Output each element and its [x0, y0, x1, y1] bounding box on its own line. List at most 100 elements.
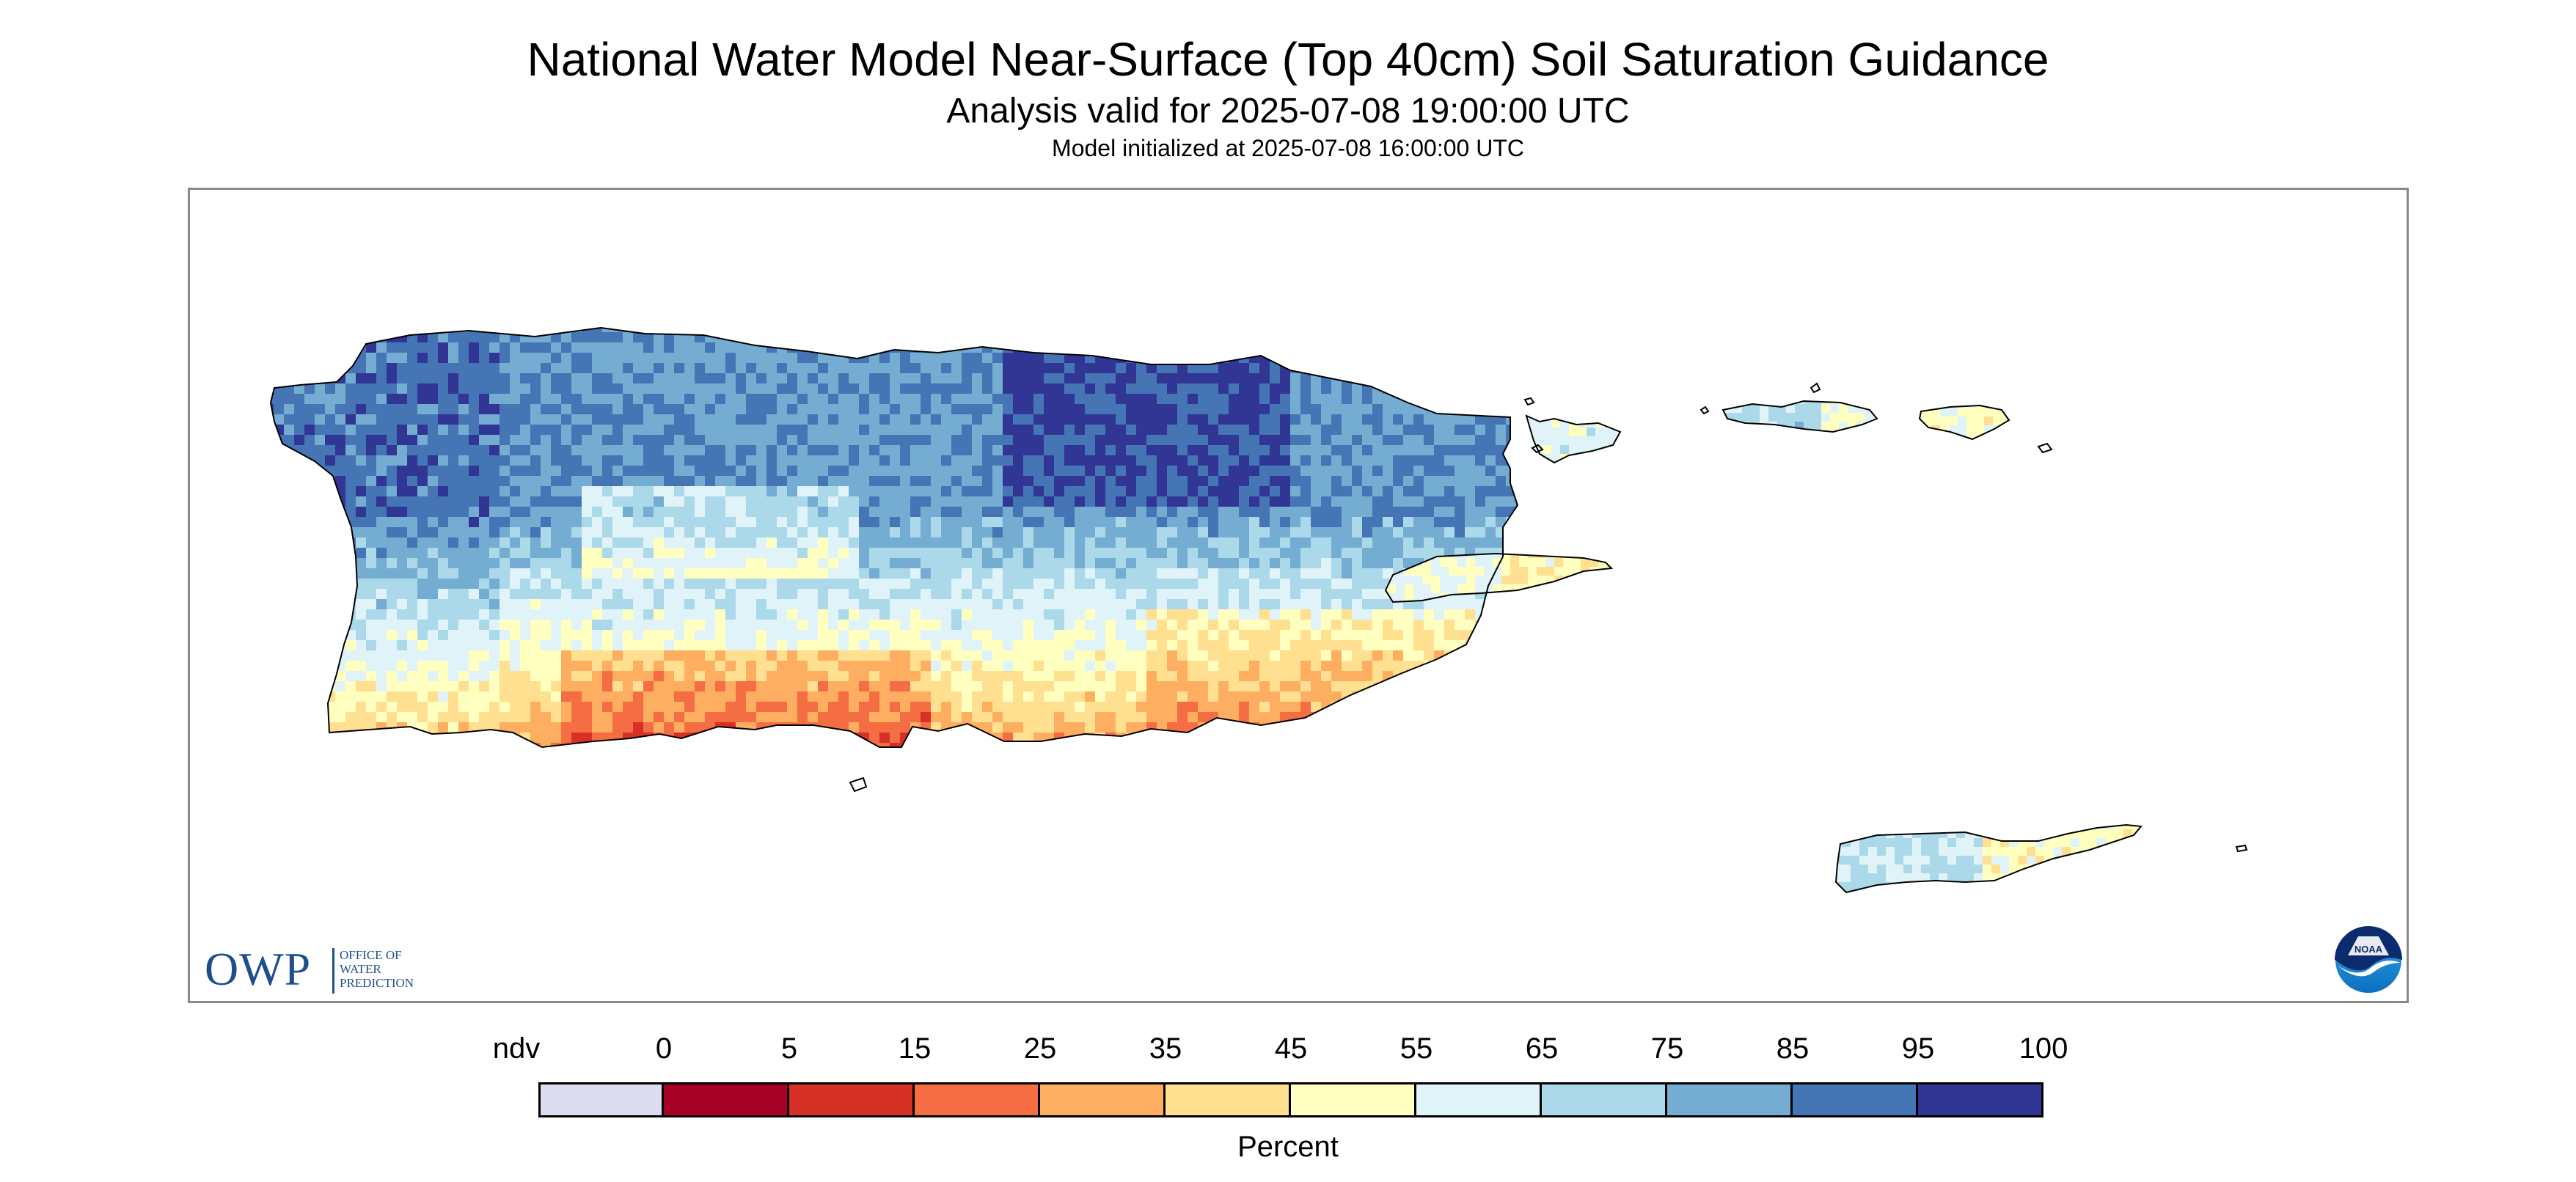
map-grid-cell: [1372, 640, 1383, 651]
map-grid-cell: [510, 620, 521, 631]
map-grid-cell: [602, 404, 613, 415]
map-grid-cell: [1044, 383, 1055, 394]
map-grid-cell: [859, 661, 870, 672]
map-grid-cell: [1270, 537, 1281, 548]
map-grid-cell: [808, 373, 819, 384]
map-grid-cell: [1105, 466, 1116, 477]
map-grid-cell: [500, 445, 511, 456]
map-grid-cell: [725, 620, 736, 631]
map-grid-cell: [1290, 589, 1301, 600]
map-grid-cell: [1516, 537, 1518, 548]
map-grid-cell: [1075, 712, 1086, 723]
map-grid-cell: [1013, 466, 1024, 477]
map-grid-cell: [1146, 599, 1157, 610]
map-grid-cell: [695, 527, 706, 538]
map-grid-cell: [458, 579, 469, 590]
map-grid-cell: [458, 733, 469, 744]
map-grid-cell: [479, 558, 490, 569]
map-grid-cell: [1362, 671, 1373, 682]
map-grid-cell: [941, 609, 952, 620]
map-grid-cell: [931, 332, 942, 343]
map-grid-cell: [1321, 671, 1332, 682]
map-grid-cell: [1434, 332, 1445, 343]
map-grid-cell: [1044, 609, 1055, 620]
map-grid-cell: [1003, 579, 1014, 590]
map-grid-cell: [1352, 589, 1363, 600]
map-grid-cell: [838, 527, 849, 538]
map-grid-cell: [725, 733, 736, 744]
map-grid-cell: [1413, 650, 1424, 661]
map-grid-cell: [1455, 476, 1466, 487]
map-grid-cell: [294, 353, 305, 364]
map-grid-cell: [962, 445, 973, 456]
map-grid-cell: [1167, 712, 1178, 723]
map-grid-cell: [1218, 558, 1229, 569]
map-grid-cell: [766, 425, 777, 436]
map-grid-cell: [458, 568, 469, 579]
map-grid-cell: [1393, 527, 1404, 538]
map-grid-cell: [1372, 722, 1383, 733]
map-grid-cell: [582, 712, 593, 723]
map-grid-cell: [1136, 517, 1147, 528]
map-grid-cell: [479, 466, 490, 477]
map-grid-cell: [1075, 328, 1086, 333]
map-grid-cell: [931, 661, 942, 672]
map-grid-cell: [695, 548, 706, 559]
map-grid-cell: [592, 383, 603, 394]
map-grid-cell: [479, 537, 490, 548]
map-grid-cell: [325, 661, 336, 672]
map-grid-cell: [1331, 435, 1342, 446]
map-grid-cell: [1280, 671, 1291, 682]
map-grid-cell: [1136, 414, 1147, 425]
map-grid-cell: [1013, 609, 1024, 620]
map-grid-cell: [962, 712, 973, 723]
map-grid-cell: [808, 404, 819, 415]
map-grid-cell: [1506, 609, 1517, 620]
map-grid-cell: [1146, 537, 1157, 548]
map-grid-cell: [808, 517, 819, 528]
map-grid-cell: [284, 425, 295, 436]
map-grid-cell: [571, 691, 582, 702]
map-grid-cell: [1095, 414, 1106, 425]
map-grid-cell: [397, 568, 408, 579]
map-grid-cell: [715, 435, 726, 446]
map-grid-cell: [1352, 394, 1363, 405]
map-grid-cell: [294, 404, 305, 415]
map-grid-cell: [1352, 702, 1363, 713]
map-grid-cell: [1136, 404, 1147, 415]
map-grid-cell: [1362, 342, 1373, 353]
map-grid-cell: [325, 363, 336, 374]
map-grid-cell: [304, 733, 315, 744]
map-grid-cell: [1485, 702, 1496, 713]
map-grid-cell: [1013, 455, 1024, 466]
map-grid-cell: [602, 425, 613, 436]
map-grid-cell: [633, 332, 644, 343]
map-grid-cell: [1259, 435, 1270, 446]
map-grid-cell: [582, 425, 593, 436]
map-grid-cell: [1434, 342, 1445, 353]
map-grid-cell: [1444, 445, 1455, 456]
map-grid-cell: [417, 671, 428, 682]
map-grid-cell: [571, 671, 582, 682]
map-grid-cell: [541, 733, 552, 744]
map-grid-cell: [951, 691, 962, 702]
map-grid-cell: [479, 445, 490, 456]
map-grid-cell: [684, 712, 695, 723]
map-grid-cell: [951, 332, 962, 343]
map-grid-cell: [674, 558, 685, 569]
map-grid-cell: [890, 589, 901, 600]
map-grid-cell: [674, 383, 685, 394]
map-grid-cell: [1105, 394, 1116, 405]
map-grid-cell: [1434, 507, 1445, 518]
map-grid-cell: [1424, 353, 1435, 364]
map-grid-cell: [1126, 517, 1137, 528]
map-grid-cell: [1270, 394, 1281, 405]
map-grid-cell: [1229, 353, 1240, 364]
map-grid-cell: [633, 712, 644, 723]
map-grid-cell: [274, 455, 285, 466]
map-grid-cell: [910, 620, 921, 631]
map-grid-cell: [1105, 342, 1116, 353]
map-grid-cell: [376, 373, 387, 384]
map-grid-cell: [674, 537, 685, 548]
map-grid-cell: [510, 328, 521, 333]
